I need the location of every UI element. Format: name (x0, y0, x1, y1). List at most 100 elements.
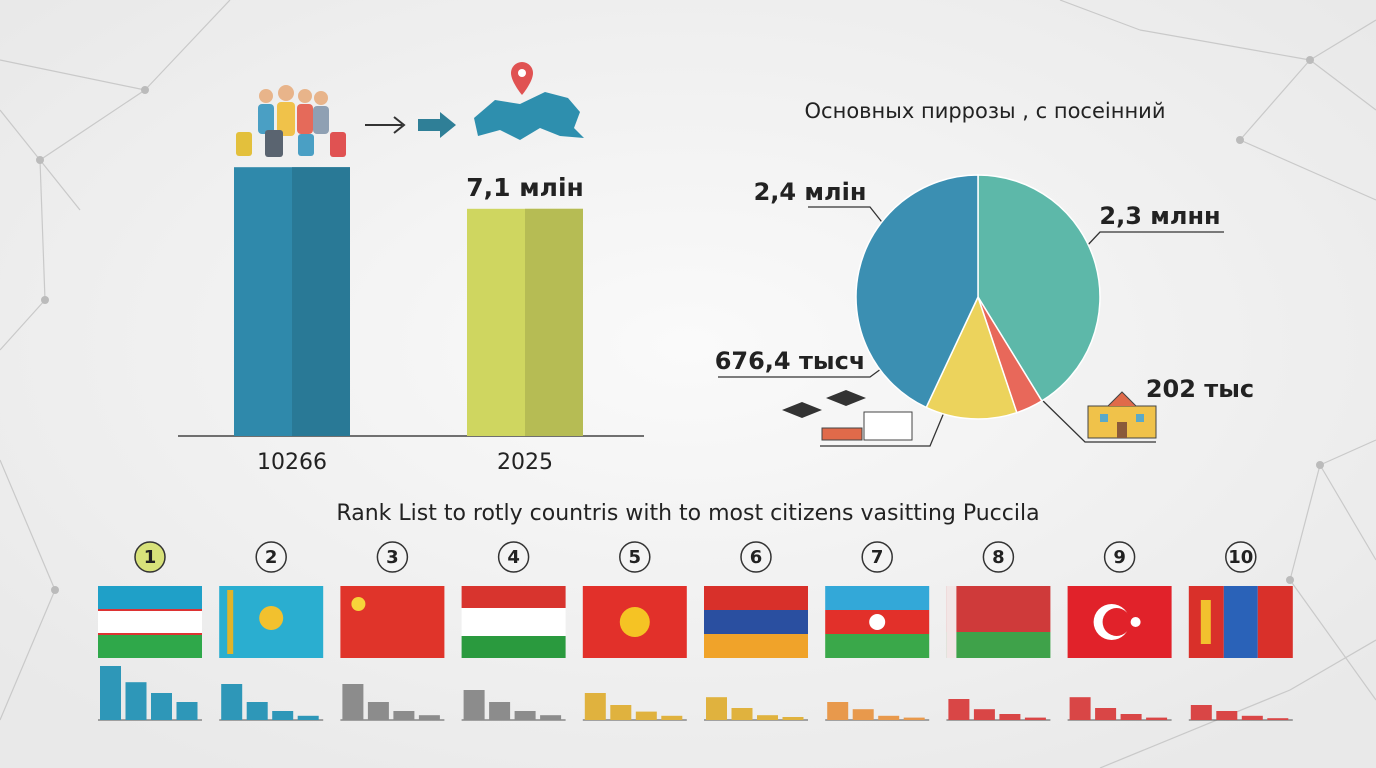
mini-bar (514, 711, 536, 720)
mini-bar (297, 715, 319, 720)
flag-part (340, 586, 445, 658)
mini-bar (973, 709, 995, 720)
mini-bar (125, 682, 147, 720)
mini-bar (540, 715, 562, 720)
flag-part (98, 633, 202, 635)
flag-crescent (869, 614, 886, 630)
mini-bar (1216, 711, 1238, 720)
rank-number: 9 (1113, 547, 1126, 568)
flag (1067, 586, 1172, 658)
rank-badge (740, 541, 772, 573)
flag-part (461, 586, 566, 608)
rank-badge (255, 541, 287, 573)
flag-sun (259, 606, 284, 630)
bar-shade (525, 208, 583, 436)
slice-label: 676,4 тысч (715, 347, 866, 375)
flag (461, 586, 566, 658)
rank-badge (1225, 541, 1257, 573)
flag (825, 586, 930, 658)
flag-part (98, 634, 202, 658)
mini-bar (782, 717, 804, 720)
flag-part (704, 610, 808, 634)
mini-bar (827, 702, 849, 720)
flag-sun (619, 607, 650, 637)
pie-decor-icons (782, 390, 1157, 441)
mini-bar (342, 684, 364, 720)
bar-shade (292, 167, 350, 436)
rank-number: 3 (386, 547, 399, 568)
rank-badge (861, 541, 893, 573)
rank-badge (376, 541, 409, 573)
flag-part (98, 609, 202, 611)
flag-part (461, 636, 566, 658)
flag (946, 586, 1051, 658)
slice-label: 2,4 млін (754, 178, 867, 206)
rank-badge (497, 541, 530, 573)
mini-bar (878, 715, 900, 720)
mini-bar (151, 693, 172, 720)
pie-slice (925, 294, 1018, 420)
mini-bar (635, 711, 657, 720)
flag-part (98, 586, 202, 610)
flag-part (825, 634, 930, 658)
mini-bar (948, 699, 970, 720)
flag (704, 586, 808, 658)
mini-bar (463, 690, 485, 720)
mini-bar (731, 708, 753, 720)
flag-part (1200, 600, 1211, 644)
rank-badge (982, 541, 1015, 573)
mini-bar (221, 684, 243, 720)
mini-bar (1267, 718, 1289, 720)
flag-part (1257, 586, 1293, 658)
rank-number: 8 (992, 547, 1005, 568)
mini-bar (1069, 697, 1091, 720)
pie-title: Основных пиррозы , с посеінний (805, 99, 1166, 123)
flag-crescent (1102, 608, 1131, 636)
mini-bar (272, 711, 294, 720)
flag-part (946, 586, 1051, 632)
mini-bar (1241, 715, 1263, 720)
x-tick-label: 2025 (497, 450, 553, 475)
flag-part (825, 586, 930, 610)
rank-number: 7 (871, 547, 884, 568)
flag (98, 586, 202, 658)
arrow-icons (365, 112, 456, 138)
slice-label: 202 тыс (1146, 375, 1254, 403)
mini-bar (1146, 717, 1168, 720)
mini-bar (903, 717, 925, 720)
flag-part (1223, 586, 1258, 658)
rank-badge (134, 541, 166, 573)
flag-part (704, 634, 808, 658)
mini-bar (1095, 708, 1117, 720)
flag (340, 586, 445, 658)
mini-bar (852, 709, 874, 720)
mini-bar (367, 702, 389, 720)
flag (582, 586, 687, 658)
mini-bar (757, 715, 778, 720)
rank-number: 4 (507, 547, 520, 568)
slice-label: 2,3 млнн (1099, 202, 1220, 230)
mini-bar (418, 715, 440, 720)
mini-bar (999, 714, 1021, 720)
rank-number: 6 (750, 547, 763, 568)
mini-bar (1120, 714, 1142, 720)
mini-bar (246, 702, 268, 720)
rank-number: 10 (1228, 547, 1253, 568)
value-label: 7,1 млін (466, 173, 584, 202)
flag-part (946, 586, 957, 658)
rank-number: 5 (629, 547, 642, 568)
mini-bar (1024, 717, 1046, 720)
mini-bar (489, 702, 511, 720)
pie-slice (855, 174, 979, 409)
mini-bar (100, 666, 121, 720)
flag-part (98, 610, 202, 634)
travelers-icon (236, 85, 346, 157)
flag (219, 586, 324, 658)
pie-slice (977, 174, 1101, 402)
mini-bar (610, 705, 632, 720)
flag-part (227, 590, 234, 654)
flag-part (946, 632, 1051, 658)
